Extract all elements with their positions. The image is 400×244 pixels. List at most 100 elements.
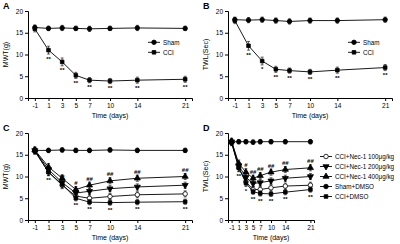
x-tick: 10: [107, 98, 115, 109]
series-line: [232, 141, 311, 178]
legend-item: CCI: [348, 49, 374, 56]
data-point: [268, 169, 274, 174]
error-bar: [284, 140, 287, 144]
data-point: [136, 78, 140, 82]
y-tick-mark: [25, 11, 28, 12]
y-tick-label: 5: [19, 195, 23, 202]
data-point: [46, 26, 51, 31]
y-axis-line: [225, 134, 229, 221]
significance-mark: ##: [257, 166, 264, 172]
error-bar: [74, 72, 77, 78]
legend-marker: [324, 195, 328, 199]
x-tick-label: 21: [307, 224, 315, 231]
significance-mark: **: [335, 75, 340, 81]
legend-marker: [152, 51, 156, 55]
x-tick-mark: [235, 98, 236, 101]
x-tick-mark: [110, 220, 111, 223]
error-bar: [61, 182, 64, 189]
data-point: [229, 140, 234, 145]
error-bar: [288, 19, 291, 24]
data-point: [383, 17, 388, 22]
data-point: [33, 149, 37, 153]
error-bar: [237, 164, 240, 172]
data-point: [135, 26, 140, 31]
data-point: [246, 18, 251, 23]
x-tick: 14: [282, 220, 290, 231]
x-tick-label: 3: [245, 224, 249, 231]
error-bar: [74, 26, 77, 30]
significance-mark: *: [245, 188, 248, 194]
y-tick-label: 20: [16, 8, 24, 15]
plot-area: [32, 146, 188, 205]
error-bar: [136, 25, 139, 30]
y-tick-mark: [225, 55, 228, 56]
y-tick: 0: [219, 95, 228, 102]
legend-item: CCI+DMSO: [320, 193, 369, 200]
error-bar: [284, 183, 287, 189]
y-tick: 5: [19, 195, 28, 202]
data-point: [336, 68, 340, 72]
x-tick-mark: [76, 98, 77, 101]
x-tick-label: 14: [334, 102, 342, 109]
x-axis-title: Time (days): [253, 234, 290, 242]
y-tick-label: 10: [16, 51, 24, 58]
data-point: [183, 26, 188, 31]
significance-mark: **: [108, 85, 113, 91]
error-bar: [284, 190, 287, 195]
y-tick-mark: [225, 220, 228, 221]
x-tick-mark: [62, 220, 63, 223]
error-bar: [237, 140, 240, 144]
x-tick-mark: [385, 98, 386, 101]
y-tick-label: 5: [219, 195, 223, 202]
data-point: [233, 19, 237, 23]
y-axis-title: MWT(g): [2, 42, 10, 67]
significance-mark: #: [74, 180, 78, 186]
y-tick-label: 15: [16, 151, 24, 158]
error-bar: [61, 58, 64, 66]
error-bar: [136, 200, 139, 205]
y-tick: 0: [19, 217, 28, 224]
panel-label: D: [203, 123, 210, 133]
error-bar: [259, 191, 262, 196]
data-point: [182, 183, 188, 188]
significance-mark: **: [60, 174, 65, 180]
x-tick: 3: [61, 220, 65, 231]
data-point: [282, 176, 288, 181]
error-bar: [109, 78, 112, 83]
significance-mark: **: [246, 52, 251, 58]
x-tick-label: 3: [61, 224, 65, 231]
legend-item: CCI: [148, 49, 174, 56]
data-point: [383, 66, 387, 70]
data-point: [134, 185, 140, 190]
error-bar: [274, 66, 277, 72]
error-bar: [109, 200, 112, 205]
error-bar: [230, 140, 233, 146]
data-point: [236, 166, 241, 171]
error-bar: [309, 140, 312, 144]
data-point: [183, 77, 187, 81]
data-point: [247, 44, 251, 48]
y-tick-mark: [225, 155, 228, 156]
data-point: [244, 139, 249, 144]
data-point: [283, 184, 288, 189]
significance-mark: ##: [307, 158, 314, 164]
legend-marker: [324, 154, 329, 159]
legend-marker: [352, 40, 357, 45]
data-point: [269, 192, 273, 196]
data-point: [74, 148, 79, 153]
data-point: [108, 79, 112, 83]
significance-mark: ##: [134, 169, 141, 175]
y-tick: 15: [16, 151, 28, 158]
y-tick-mark: [25, 198, 28, 199]
x-axis: -11357101421: [29, 98, 193, 109]
error-bar: [244, 140, 247, 144]
x-tick-mark: [35, 98, 36, 101]
x-tick: 1: [47, 220, 51, 231]
error-bar: [136, 77, 139, 83]
x-tick-label: 1: [237, 224, 241, 231]
x-tick: 14: [334, 98, 342, 109]
error-bar: [47, 46, 50, 54]
significance-mark: **: [308, 76, 313, 82]
significance-mark: **: [135, 206, 140, 212]
significance-mark: **: [287, 75, 292, 81]
